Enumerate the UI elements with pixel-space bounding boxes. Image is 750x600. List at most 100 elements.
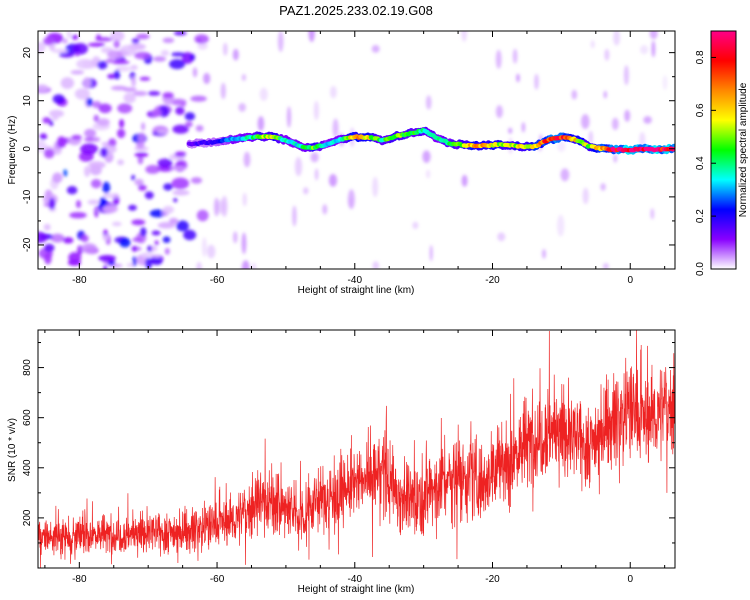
- noise-blob: [172, 124, 189, 134]
- noise-blob: [44, 252, 52, 265]
- noise-blob: [162, 37, 175, 43]
- noise-blob: [508, 127, 513, 134]
- noise-blob: [136, 141, 145, 149]
- noise-blob: [147, 245, 153, 252]
- noise-blob: [62, 237, 74, 244]
- noise-blob: [149, 209, 166, 218]
- y-tick-label: 200: [22, 509, 33, 526]
- noise-blob: [429, 245, 433, 262]
- noise-blob: [107, 50, 123, 60]
- y-tick-label: 0: [22, 146, 33, 152]
- noise-blob: [521, 122, 526, 133]
- colorbar-tick-label: 0.4: [695, 156, 706, 170]
- noise-blob: [103, 264, 108, 269]
- snr-xlabel: Height of straight line (km): [298, 584, 415, 595]
- noise-blob: [59, 52, 75, 58]
- noise-blob: [134, 178, 144, 186]
- noise-blob: [582, 187, 589, 205]
- noise-blob: [43, 223, 51, 231]
- noise-blob: [294, 157, 303, 177]
- noise-blob: [162, 236, 171, 243]
- noise-blob: [80, 143, 99, 155]
- colorbar-axis: 0.0 0.2 0.4 0.6 0.8: [695, 30, 737, 276]
- noise-blob: [170, 52, 186, 57]
- noise-blob: [62, 38, 68, 44]
- noise-blob: [542, 249, 546, 259]
- snr-plot-area: [38, 330, 675, 568]
- noise-blob: [162, 205, 174, 214]
- noise-blob: [242, 192, 247, 207]
- colorbar-label: Normalized spectral amplitude: [738, 82, 749, 217]
- noise-blob: [151, 257, 163, 265]
- noise-blob: [189, 53, 196, 61]
- noise-blob: [147, 91, 161, 96]
- noise-blob: [649, 31, 658, 40]
- noise-blob: [123, 87, 137, 92]
- noise-blob: [66, 186, 78, 195]
- noise-blob: [169, 59, 186, 70]
- noise-blob: [157, 222, 176, 229]
- noise-blob: [516, 73, 520, 83]
- noise-blob: [425, 95, 432, 110]
- x-tick-label: -20: [485, 275, 500, 286]
- noise-blob: [38, 42, 46, 53]
- noise-blob: [557, 214, 565, 237]
- noise-blob: [48, 197, 56, 210]
- noise-blob: [113, 40, 120, 49]
- noise-blob: [74, 88, 90, 100]
- noise-blob: [173, 31, 187, 36]
- y-tick-label: 20: [22, 47, 33, 59]
- noise-blob: [117, 159, 124, 166]
- noise-blob: [42, 117, 52, 124]
- y-tick-label: -20: [22, 237, 33, 252]
- noise-blob: [190, 95, 207, 102]
- noise-blob: [60, 77, 75, 89]
- noise-blob: [412, 221, 419, 229]
- noise-blob: [422, 150, 431, 163]
- noise-blob: [119, 119, 125, 128]
- noise-blob: [116, 128, 126, 139]
- noise-blob: [651, 40, 656, 58]
- noise-blob: [196, 261, 202, 269]
- noise-blob: [102, 181, 111, 194]
- noise-blob: [38, 231, 48, 243]
- noise-blob: [241, 260, 250, 269]
- spectrogram-xlabel: Height of straight line (km): [298, 285, 415, 296]
- noise-blob: [170, 98, 187, 106]
- noise-blob: [97, 60, 108, 70]
- snr-line: [38, 330, 675, 568]
- noise-blob: [75, 200, 82, 209]
- noise-blob: [251, 262, 257, 269]
- noise-blob: [151, 230, 161, 236]
- noise-blob: [100, 147, 108, 158]
- y-tick-label: -10: [22, 189, 33, 204]
- colorbar-tick-label: 0.2: [695, 209, 706, 223]
- noise-blob: [220, 82, 226, 100]
- noise-blob: [495, 105, 503, 119]
- noise-blob: [163, 183, 173, 191]
- spectrogram-ylabel: Frequency (Hz): [7, 116, 18, 185]
- noise-blob: [207, 244, 216, 259]
- noise-blob: [71, 134, 82, 140]
- noise-blob: [202, 237, 207, 257]
- noise-blob: [600, 183, 606, 191]
- noise-blob: [308, 31, 315, 42]
- noise-blob: [613, 154, 618, 163]
- noise-blob: [114, 69, 121, 80]
- noise-blob: [128, 204, 137, 211]
- noise-blob: [96, 118, 110, 126]
- noise-blob: [233, 231, 238, 244]
- noise-blob: [223, 42, 228, 56]
- noise-blob: [38, 84, 49, 92]
- noise-blob: [115, 66, 132, 72]
- noise-blob: [192, 67, 198, 78]
- noise-blob: [130, 65, 138, 70]
- noise-blob: [112, 60, 130, 65]
- noise-blob: [86, 97, 93, 107]
- noise-blob: [110, 31, 125, 42]
- noise-blob: [640, 45, 649, 55]
- noise-blob: [99, 197, 107, 208]
- noise-blob: [92, 137, 101, 142]
- noise-blob: [140, 252, 155, 258]
- noise-blob: [52, 94, 65, 104]
